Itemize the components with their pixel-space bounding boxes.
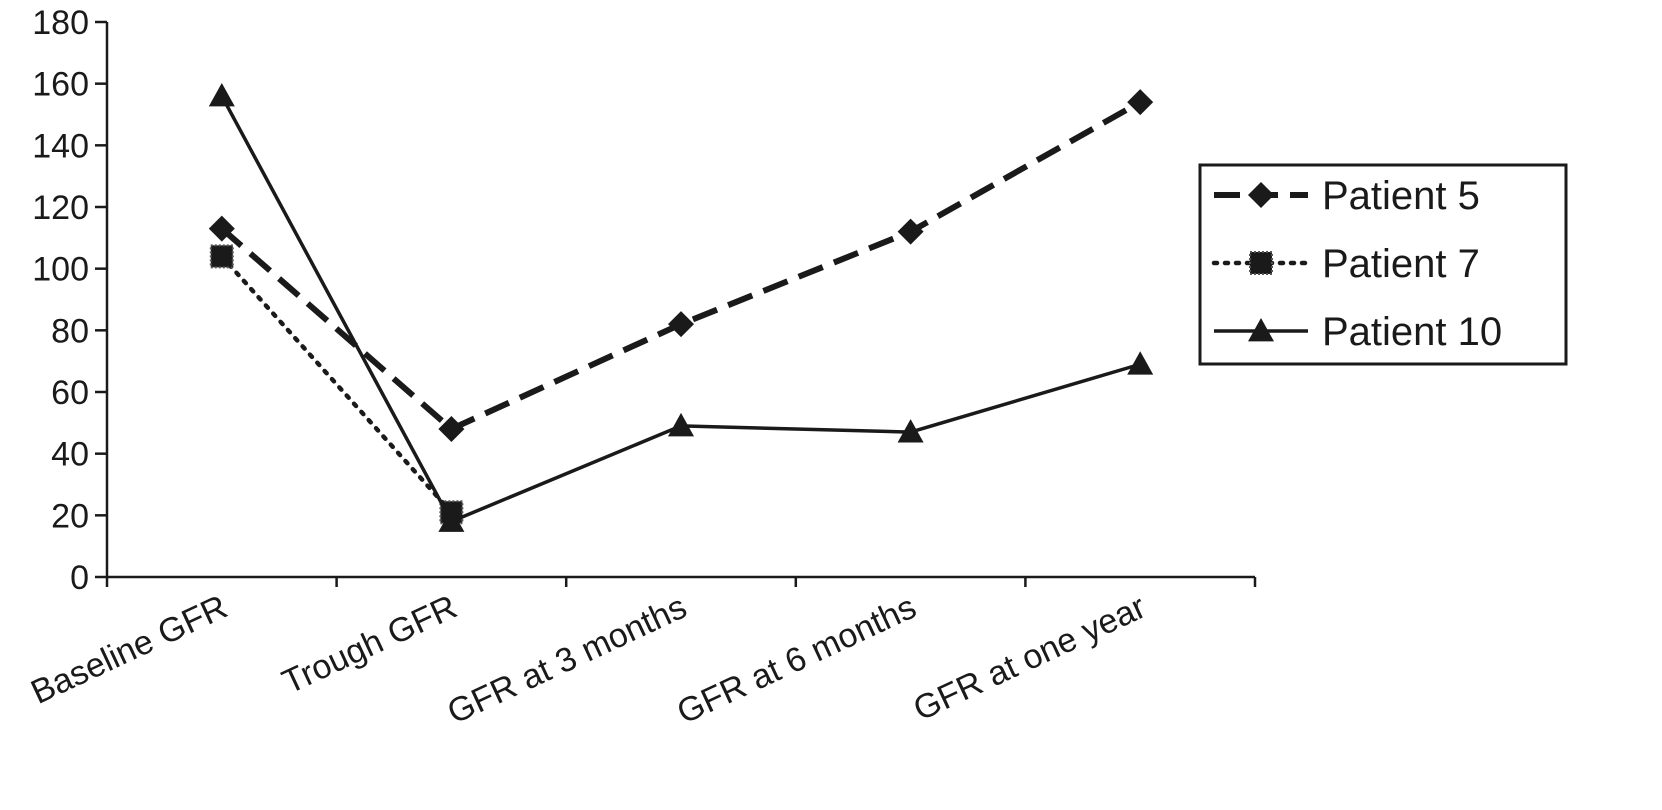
data-point-triangle	[208, 83, 235, 107]
x-category-label: Baseline GFR	[25, 588, 233, 712]
series-patient-5	[208, 89, 1154, 442]
x-category-label: GFR at one year	[908, 588, 1152, 729]
legend-label: Patient 7	[1322, 242, 1480, 286]
data-point-diamond	[668, 311, 694, 338]
data-point-triangle	[1248, 318, 1274, 342]
data-point-triangle	[668, 412, 694, 437]
legend-label: Patient 10	[1322, 310, 1502, 354]
series-line	[219, 99, 1142, 433]
x-category-label: GFR at 3 months	[442, 588, 693, 732]
axes	[105, 22, 1255, 579]
legend-item: Patient 10	[1214, 310, 1502, 354]
y-axis-ticks: 0 20 40 60 80 100 120 140 160 180	[32, 4, 107, 597]
data-point-triangle	[438, 508, 465, 532]
y-tick-label: 40	[51, 436, 89, 474]
series-patient-10	[208, 83, 1154, 532]
y-tick-label: 80	[51, 312, 89, 350]
y-tick-label: 140	[32, 127, 89, 165]
data-point-square	[1249, 251, 1273, 275]
y-tick-label: 160	[32, 66, 89, 104]
legend-label: Patient 5	[1322, 174, 1480, 218]
data-point-diamond	[208, 215, 235, 242]
data-point-triangle	[897, 419, 924, 443]
data-point-diamond	[1248, 182, 1274, 208]
data-point-triangle	[1127, 351, 1154, 375]
legend-item: Patient 7	[1211, 242, 1480, 286]
x-category-label: GFR at 6 months	[671, 588, 922, 732]
series-line	[220, 95, 1141, 524]
data-point-square	[209, 244, 234, 269]
series-group	[208, 83, 1154, 532]
x-category-label: Trough GFR	[277, 588, 463, 702]
legend: Patient 5 Patient 7 Patient 10	[1198, 163, 1568, 366]
legend-item: Patient 5	[1214, 174, 1480, 218]
series-line	[219, 254, 454, 515]
data-point-diamond	[897, 218, 924, 245]
data-point-diamond	[438, 416, 465, 442]
y-tick-label: 100	[32, 251, 89, 289]
y-tick-label: 0	[70, 559, 89, 597]
y-tick-label: 180	[32, 4, 89, 42]
y-tick-label: 120	[32, 189, 89, 227]
series-patient-7	[209, 244, 464, 525]
y-tick-label: 60	[51, 374, 89, 412]
data-point-diamond	[1127, 89, 1154, 116]
y-tick-label: 20	[51, 497, 89, 535]
